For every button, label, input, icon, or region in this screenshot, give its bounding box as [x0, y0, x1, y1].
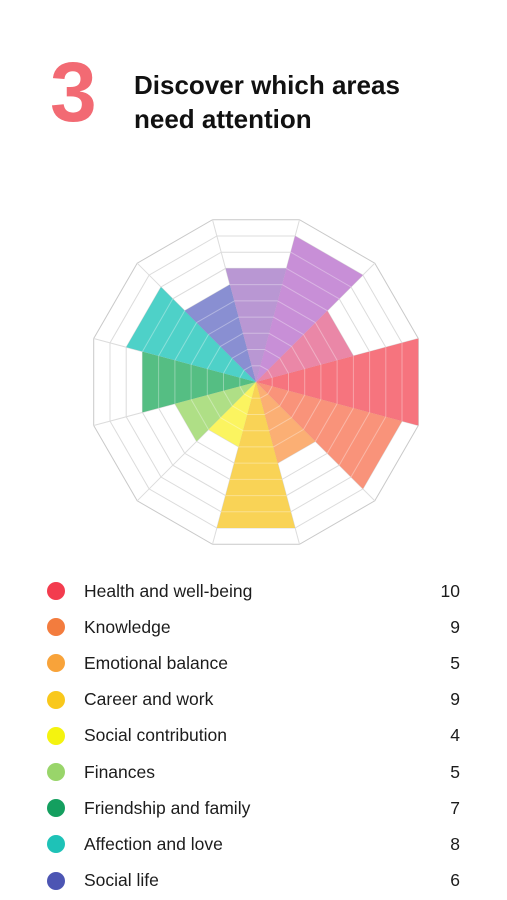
legend-value: 10	[440, 580, 460, 601]
legend-label: Finances	[84, 761, 156, 782]
chart-sector	[142, 351, 256, 413]
sector-grid-line	[220, 417, 244, 432]
sector-grid-line	[286, 267, 340, 300]
legend-dot	[47, 654, 65, 673]
sector-grid-line	[196, 300, 235, 324]
sector-grid-line	[314, 322, 338, 361]
legend-dot	[47, 835, 65, 854]
chart-sector	[256, 382, 402, 489]
legend-label: Career and work	[84, 689, 214, 710]
chart-sector	[256, 382, 316, 464]
grid-spoke	[93, 338, 257, 383]
sector-grid-line	[174, 322, 198, 361]
sector-grid-line	[141, 298, 174, 352]
legend-dot	[47, 726, 65, 745]
sector-grid-line	[268, 332, 292, 347]
step-number: 3	[50, 45, 97, 139]
legend-item: Social contribution 4	[0, 718, 507, 754]
sector-grid-line	[303, 399, 322, 430]
legend-item: Finances 5	[0, 754, 507, 790]
chart-sector	[184, 284, 256, 382]
sector-grid-line	[206, 346, 221, 370]
legend-label: Health and well-being	[84, 580, 253, 601]
sector-grid-line	[267, 386, 273, 395]
legend-value: 9	[450, 689, 460, 710]
sector-grid-line	[264, 349, 281, 359]
sector-grid-line	[260, 365, 269, 371]
legend-value: 6	[450, 870, 460, 891]
chart-sector	[225, 268, 287, 382]
sector-grid-line	[303, 334, 322, 365]
legend-item: Health and well-being 10	[0, 573, 507, 609]
legend-label: Friendship and family	[84, 797, 251, 818]
page-title: Discover which areas need attention	[134, 70, 400, 134]
sector-grid-line	[243, 365, 252, 371]
sector-grid-line	[208, 316, 239, 335]
wheel-of-life-chart	[93, 219, 419, 545]
sector-grid-line	[239, 369, 245, 378]
sector-grid-line	[277, 300, 316, 324]
sector-grid-line	[231, 349, 248, 359]
legend-dot	[47, 690, 65, 709]
legend-item: Affection and love 8	[0, 826, 507, 862]
legend-value: 8	[450, 833, 460, 854]
sector-grid-line	[223, 357, 233, 374]
sector-grid-line	[243, 393, 252, 399]
legend-label: Social life	[84, 870, 159, 891]
legend: Health and well-being 10 Knowledge 9 Emo…	[0, 573, 507, 899]
sector-grid-line	[190, 334, 209, 365]
grid-spoke	[136, 381, 257, 502]
chart-sector	[256, 236, 363, 382]
sector-grid-line	[350, 416, 387, 478]
chart-sector	[208, 382, 256, 447]
sector-grid-line	[231, 405, 248, 415]
legend-dot	[47, 582, 65, 601]
legend-value: 5	[450, 652, 460, 673]
chart-sector	[256, 310, 354, 382]
sector-grid-line	[279, 357, 289, 374]
sector-grid-line	[190, 399, 209, 430]
sector-grid-line	[223, 390, 233, 407]
chart-sector	[216, 382, 296, 528]
sector-grid-line	[290, 251, 352, 288]
legend-label: Affection and love	[84, 833, 223, 854]
chart-sector	[174, 382, 256, 442]
sector-grid-line	[338, 412, 371, 466]
sector-grid-line	[279, 390, 289, 407]
sector-grid-line	[239, 386, 245, 395]
sector-grid-line	[220, 332, 244, 347]
grid-spoke	[212, 381, 257, 545]
sector-grid-line	[158, 310, 186, 357]
chart-sector	[126, 287, 256, 382]
sector-grid-line	[326, 407, 354, 454]
sector-grid-line	[267, 369, 273, 378]
legend-item: Knowledge 9	[0, 609, 507, 645]
sector-grid-line	[268, 417, 292, 432]
sector-grid-line	[314, 403, 338, 442]
sector-grid-line	[273, 316, 304, 335]
legend-dot	[47, 799, 65, 818]
sector-grid-line	[264, 405, 281, 415]
legend-label: Knowledge	[84, 616, 171, 637]
legend-dot	[47, 618, 65, 637]
sector-grid-line	[281, 284, 328, 312]
legend-dot	[47, 871, 65, 890]
sector-grid-line	[260, 393, 269, 399]
legend-dot	[47, 763, 65, 782]
sector-grid-line	[291, 394, 306, 418]
legend-item: Career and work 9	[0, 682, 507, 718]
chart-sector	[256, 338, 419, 426]
sector-grid-line	[273, 429, 304, 448]
legend-item: Emotional balance 5	[0, 645, 507, 681]
sector-grid-line	[206, 394, 221, 418]
sector-grid-line	[291, 346, 306, 370]
legend-item: Friendship and family 7	[0, 790, 507, 826]
legend-value: 9	[450, 616, 460, 637]
legend-value: 7	[450, 797, 460, 818]
legend-value: 5	[450, 761, 460, 782]
legend-value: 4	[450, 725, 460, 746]
legend-label: Social contribution	[84, 725, 227, 746]
legend-label: Emotional balance	[84, 652, 228, 673]
legend-item: Social life 6	[0, 863, 507, 899]
